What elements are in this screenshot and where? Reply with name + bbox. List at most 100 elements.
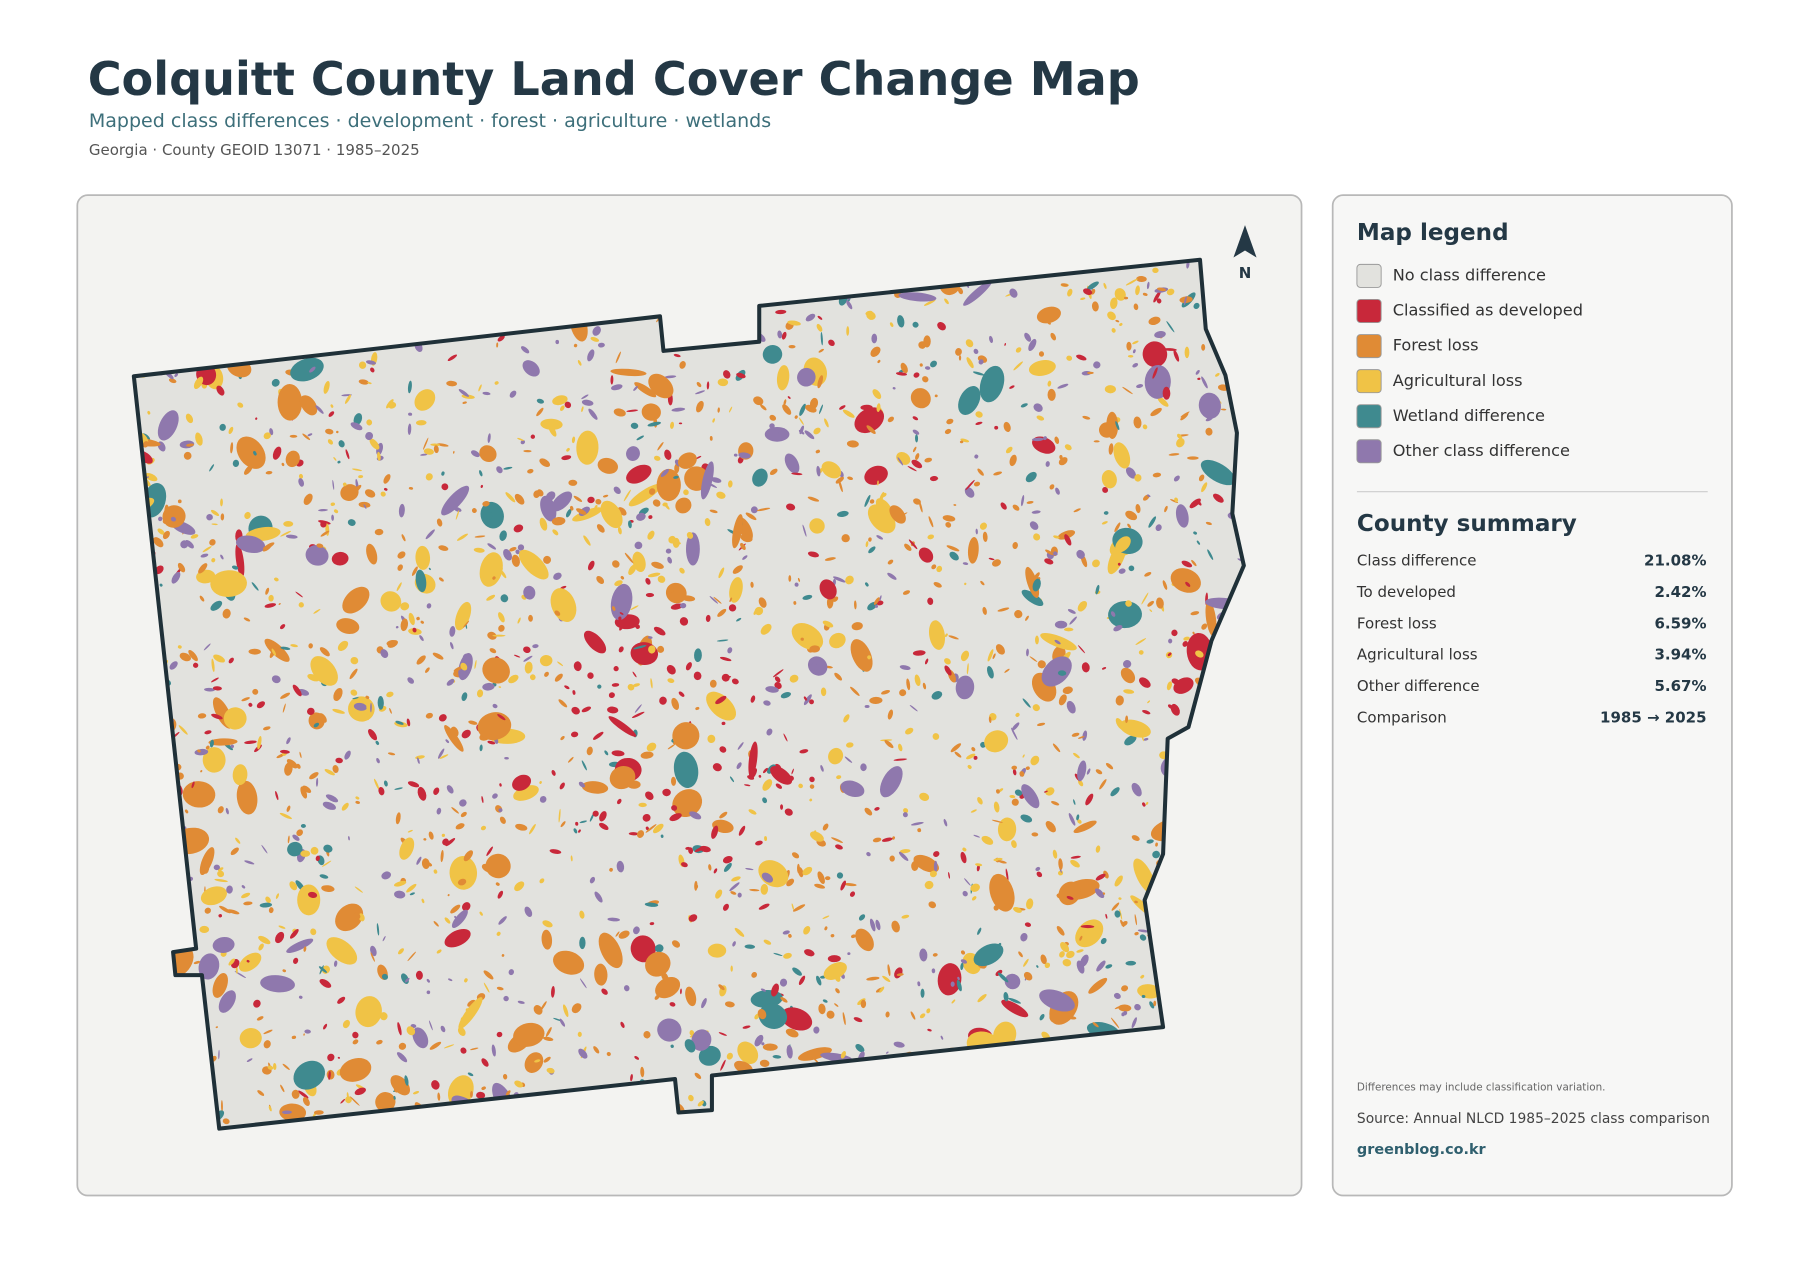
change-patch [909,705,918,712]
change-patch [927,597,934,605]
change-patch [1173,350,1180,362]
change-patch [1125,510,1138,521]
change-patch [210,600,223,611]
change-patch [241,697,250,702]
change-patch [898,743,903,752]
change-patch [1031,832,1039,837]
change-patch [441,833,446,837]
change-patch [1205,427,1213,436]
change-patch [1153,290,1161,303]
change-patch [1132,363,1139,368]
change-patch [737,892,742,898]
change-patch [724,675,732,679]
change-patch [481,1086,486,1090]
change-patch [656,468,681,502]
change-patch [761,1042,765,1046]
change-patch [669,813,682,822]
change-patch [295,591,303,598]
legend-label: Wetland difference [1393,406,1545,425]
change-patch [844,756,853,763]
change-patch [1095,769,1103,775]
change-patch [654,994,660,1000]
change-patch [282,703,286,713]
change-patch [1011,840,1017,849]
change-patch [218,914,223,918]
change-patch [1033,533,1041,541]
change-patch [1026,501,1034,504]
change-patch [748,809,757,815]
change-patch [1198,474,1205,482]
change-patch [1052,743,1061,753]
change-patch [1201,623,1208,630]
change-patch [612,606,616,611]
change-patch [237,402,244,408]
change-patch [943,818,948,827]
change-patch [332,765,339,773]
change-patch [1030,755,1040,766]
change-patch [554,610,561,616]
change-patch [1123,296,1129,300]
change-patch [706,691,737,721]
change-patch [930,360,937,368]
change-patch [800,637,804,641]
change-patch [1155,524,1162,532]
change-patch [478,384,482,392]
change-patch [809,776,815,783]
change-patch [608,716,637,737]
change-patch [1106,411,1119,439]
change-patch [223,707,247,730]
change-patch [426,978,430,983]
change-patch [300,824,306,828]
change-patch [868,537,872,542]
change-patch [846,742,854,748]
change-patch [463,620,470,628]
change-patch [499,530,507,541]
change-patch [337,1056,341,1059]
change-patch [213,654,225,663]
change-patch [1011,765,1018,770]
change-patch [597,342,605,348]
change-patch [147,410,151,415]
site-link[interactable]: greenblog.co.kr [1357,1142,1487,1158]
change-patch [293,1060,326,1090]
change-patch [348,836,350,841]
change-patch [813,1026,820,1034]
change-patch [1131,1017,1137,1029]
change-patch [695,884,699,889]
change-patch [1092,559,1100,568]
change-patch [558,808,561,823]
change-patch [581,399,594,406]
change-patch [1036,965,1039,968]
change-patch [546,1067,555,1074]
change-patch [382,936,386,942]
change-patch [1058,881,1081,906]
change-patch [866,852,871,857]
change-patch [887,559,894,565]
change-patch [679,617,689,626]
change-patch [697,1100,704,1107]
change-patch [158,516,163,522]
change-patch [471,508,477,514]
change-patch [867,655,872,660]
change-patch [588,408,598,420]
change-patch [1139,934,1147,941]
change-patch [1077,645,1086,654]
change-patch [451,807,459,814]
change-patch [394,787,403,790]
change-patch [437,1092,441,1101]
change-patch [662,502,668,507]
change-patch [834,672,843,681]
change-patch [948,635,959,640]
change-patch [1139,677,1151,688]
change-patch [791,623,824,651]
change-patch [824,926,828,931]
change-patch [893,758,908,761]
change-patch [715,695,727,705]
change-patch [315,855,320,862]
change-patch [803,926,811,935]
change-patch [757,1008,767,1020]
change-patch [202,546,212,553]
change-patch [901,914,910,919]
change-patch [202,747,226,773]
change-patch [1067,1015,1077,1020]
